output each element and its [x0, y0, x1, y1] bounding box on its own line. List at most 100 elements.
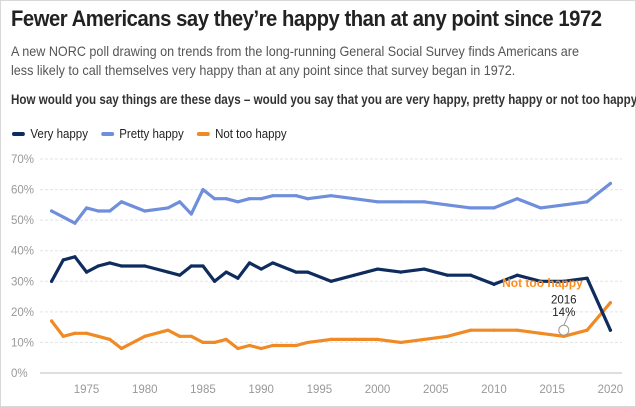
point-very-happy-1985 [201, 264, 205, 268]
point-very-happy-2002 [399, 270, 403, 274]
point-very-happy-1972 [50, 279, 54, 283]
point-not-too-happy-1988 [236, 346, 240, 351]
point-very-happy-2010 [492, 282, 496, 286]
y-tick-label-0: 0% [11, 368, 28, 380]
point-pretty-happy-1985 [201, 187, 205, 192]
point-very-happy-1984 [189, 264, 193, 268]
point-very-happy-2020 [608, 328, 612, 332]
point-very-happy-2000 [375, 267, 380, 271]
point-not-too-happy-2018 [585, 328, 589, 332]
x-tick-label-2005: 2005 [423, 384, 449, 396]
x-tick-label-2010: 2010 [481, 384, 507, 396]
y-tick-label-60: 60% [11, 185, 34, 197]
point-not-too-happy-1990 [259, 346, 263, 351]
point-pretty-happy-1996 [329, 194, 333, 198]
point-not-too-happy-1994 [306, 340, 310, 345]
annotation-value: 14% [552, 307, 575, 319]
grid-layer [40, 158, 622, 374]
point-pretty-happy-2014 [538, 206, 543, 210]
point-very-happy-1996 [329, 279, 333, 283]
point-very-happy-1977 [108, 261, 112, 265]
point-very-happy-1998 [352, 273, 356, 277]
point-pretty-happy-1977 [108, 209, 112, 213]
point-not-too-happy-2004 [422, 337, 426, 341]
y-tick-label-10: 10% [11, 337, 34, 349]
legend: Very happy Pretty happy Not too happy [12, 127, 300, 141]
annotation-year: 2016 [551, 295, 577, 307]
point-pretty-happy-1983 [178, 200, 182, 204]
point-pretty-happy-2008 [469, 206, 473, 210]
series-line-not-too-happy [50, 301, 612, 351]
point-very-happy-1987 [224, 270, 228, 274]
point-very-happy-2016 [562, 279, 566, 283]
x-tick-label-2000: 2000 [365, 384, 391, 396]
point-pretty-happy-1993 [294, 194, 298, 198]
point-very-happy-1978 [119, 264, 124, 268]
y-tick-label-70: 70% [11, 154, 34, 166]
y-tick-label-40: 40% [11, 246, 34, 258]
point-very-happy-1989 [247, 261, 252, 265]
legend-swatch-very-happy [12, 132, 25, 136]
annotation-series-label: Not too happy [502, 276, 583, 290]
point-pretty-happy-1972 [50, 209, 54, 213]
y-tick-label-30: 30% [11, 276, 34, 288]
legend-label-pretty-happy: Pretty happy [119, 127, 184, 141]
point-not-too-happy-1983 [178, 334, 182, 338]
point-not-too-happy-2012 [515, 328, 519, 332]
point-pretty-happy-2018 [585, 200, 589, 204]
point-not-too-happy-2000 [375, 337, 380, 341]
legend-item-not-too-happy: Not too happy [196, 127, 287, 141]
x-tick-label-2020: 2020 [598, 384, 624, 396]
point-not-too-happy-1991 [271, 343, 275, 348]
x-tick-label-1985: 1985 [190, 384, 216, 396]
point-very-happy-1993 [294, 270, 298, 274]
point-very-happy-1975 [84, 270, 89, 274]
point-not-too-happy-1973 [61, 334, 65, 338]
point-very-happy-2006 [445, 273, 449, 277]
point-pretty-happy-1994 [306, 197, 310, 201]
axis-ticks: 0% 10% 20% 30% 40% 50% 60% 70% 1975 1980 1985 1990 1… [11, 154, 623, 396]
point-pretty-happy-1990 [259, 197, 263, 201]
point-very-happy-1976 [96, 264, 100, 268]
y-tick-label-20: 20% [11, 307, 34, 319]
point-not-too-happy-2020 [608, 301, 612, 305]
point-very-happy-1980 [143, 264, 147, 268]
point-not-too-happy-1972 [50, 319, 54, 323]
x-tick-label-1975: 1975 [74, 384, 100, 396]
point-not-too-happy-1993 [294, 343, 298, 348]
annotation-leader-line [563, 311, 571, 326]
point-pretty-happy-1978 [119, 200, 124, 204]
point-not-too-happy-1987 [224, 337, 228, 341]
point-very-happy-1983 [178, 273, 182, 277]
point-very-happy-1974 [73, 255, 77, 259]
point-not-too-happy-1984 [189, 334, 193, 338]
point-very-happy-1982 [166, 270, 170, 274]
point-pretty-happy-2002 [399, 200, 403, 204]
point-pretty-happy-1987 [224, 197, 228, 201]
point-pretty-happy-1980 [143, 209, 147, 213]
point-pretty-happy-1975 [84, 206, 89, 210]
point-not-too-happy-2014 [538, 331, 543, 335]
point-pretty-happy-2020 [608, 181, 612, 186]
point-very-happy-1988 [236, 276, 240, 280]
point-pretty-happy-1989 [247, 197, 252, 201]
point-not-too-happy-2006 [445, 334, 449, 338]
point-pretty-happy-2012 [515, 197, 519, 201]
point-very-happy-2018 [585, 276, 589, 280]
legend-item-pretty-happy: Pretty happy [100, 127, 184, 141]
point-not-too-happy-1985 [201, 340, 205, 345]
point-pretty-happy-1976 [96, 209, 100, 213]
point-very-happy-1994 [306, 270, 310, 274]
legend-swatch-pretty-happy [100, 132, 114, 136]
point-not-too-happy-1974 [73, 331, 77, 335]
point-not-too-happy-1998 [352, 337, 356, 341]
point-pretty-happy-1974 [73, 221, 77, 225]
point-not-too-happy-2008 [469, 328, 473, 332]
point-not-too-happy-2002 [399, 340, 403, 345]
legend-label-not-too-happy: Not too happy [215, 127, 287, 141]
point-not-too-happy-1996 [329, 337, 333, 341]
point-very-happy-1986 [213, 279, 217, 283]
point-pretty-happy-1988 [236, 200, 240, 204]
point-not-too-happy-1976 [96, 334, 100, 338]
annotation-marker [558, 324, 570, 336]
